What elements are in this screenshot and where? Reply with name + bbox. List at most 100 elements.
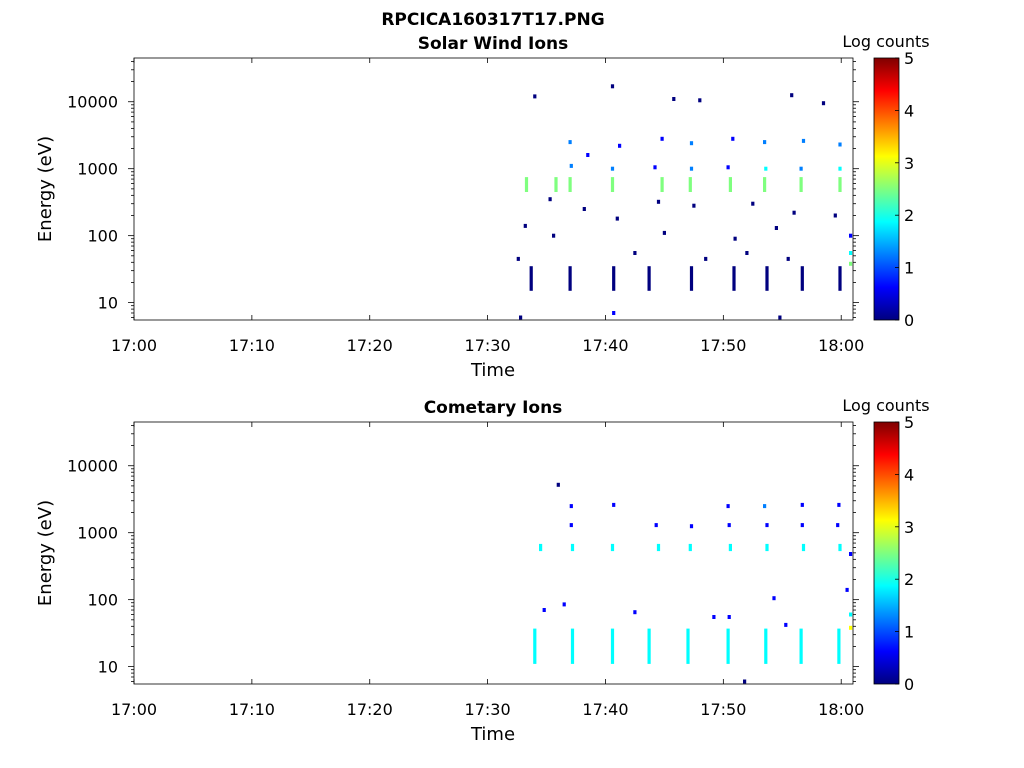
- data-pixel: [845, 587, 849, 592]
- data-pixel: [838, 166, 842, 171]
- x-tick-label: 18:00: [818, 336, 864, 355]
- y-tick-label: 1000: [77, 524, 118, 543]
- y-tick-label: 10000: [67, 457, 118, 476]
- data-pixel: [586, 153, 590, 157]
- cometary-colorbar: 0 1 2 3 4 5: [873, 413, 914, 694]
- colorbar-tick-label: 4: [904, 101, 914, 120]
- x-tick-label: 17:50: [700, 336, 746, 355]
- data-pixel: [615, 216, 619, 221]
- data-pixel: [704, 256, 708, 261]
- data-pixel: [849, 625, 853, 630]
- band-1-pixel-6: [765, 266, 769, 291]
- data-pixel: [801, 138, 806, 143]
- data-pixel: [849, 612, 853, 617]
- data-pixel: [726, 165, 730, 170]
- data-pixel: [656, 199, 661, 204]
- band-1-pixel-5: [732, 266, 736, 291]
- data-pixel: [689, 166, 694, 171]
- colorbar-tick-label: 5: [904, 49, 914, 68]
- band-0-pixel-1: [554, 177, 558, 192]
- band-1-pixel-7: [799, 628, 803, 664]
- band-0-pixel-4: [688, 543, 692, 552]
- x-tick-label: 17:10: [229, 700, 275, 719]
- data-pixel: [772, 596, 776, 601]
- data-pixel: [731, 136, 735, 141]
- band-1-pixel-2: [612, 266, 616, 291]
- colorbar-tick-label: 4: [904, 465, 914, 484]
- cometary-x-label: Time: [470, 724, 515, 745]
- band-0-pixel-2: [610, 543, 615, 552]
- band-0-pixel-0: [524, 177, 529, 192]
- band-0-pixel-3: [610, 177, 615, 192]
- solar-wind-colorbar-title: Log counts: [842, 32, 929, 51]
- band-1-pixel-3: [647, 266, 651, 291]
- solar-wind-y-label: Energy (eV): [35, 136, 56, 242]
- colorbar-tick-label: 1: [904, 623, 914, 642]
- data-pixel: [633, 251, 637, 255]
- band-1-pixel-6: [764, 628, 768, 664]
- data-pixel: [727, 523, 731, 528]
- x-tick-label: 17:00: [111, 700, 157, 719]
- band-1-pixel-0: [533, 628, 537, 664]
- data-pixel: [837, 502, 841, 507]
- colorbar-tick-label: 5: [904, 413, 914, 432]
- x-tick-label: 17:20: [347, 700, 393, 719]
- data-pixel: [727, 615, 731, 619]
- y-tick-label: 100: [87, 591, 118, 610]
- data-pixel: [653, 165, 657, 170]
- x-tick-label: 17:20: [347, 336, 393, 355]
- data-pixel: [821, 101, 826, 106]
- colorbar-tick-label: 1: [904, 259, 914, 278]
- data-pixel: [660, 136, 664, 141]
- colorbar-tick-label: 0: [904, 675, 914, 694]
- band-1-pixel-1: [568, 266, 572, 291]
- solar-wind-panel: Solar Wind Ions 17:00 17:10 17:20 17:30 17:4…: [35, 32, 930, 381]
- axes-frame: [133, 57, 854, 321]
- band-1-pixel-1: [570, 628, 575, 664]
- data-pixel: [562, 602, 566, 607]
- data-pixel: [519, 315, 523, 320]
- data-pixel: [523, 223, 527, 228]
- data-pixel: [765, 523, 769, 528]
- band-1-pixel-8: [837, 628, 841, 664]
- data-pixel: [800, 502, 804, 507]
- band-1-pixel-0: [529, 266, 533, 291]
- band-0-pixel-3: [656, 543, 661, 552]
- band-1-pixel-4: [689, 266, 694, 291]
- data-pixel: [612, 502, 616, 507]
- band-0-pixel-6: [765, 543, 769, 552]
- data-pixel: [689, 141, 694, 146]
- colorbar-gradient: [873, 57, 900, 321]
- solar-wind-colorbar: 0 1 2 3 4 5: [873, 49, 914, 330]
- data-pixel: [662, 230, 666, 235]
- y-tick-label: 10: [98, 658, 118, 677]
- data-pixel: [568, 140, 572, 145]
- x-tick-label: 17:10: [229, 336, 275, 355]
- data-pixel: [542, 608, 546, 612]
- solar-wind-title: Solar Wind Ions: [418, 34, 569, 54]
- colorbar-tick-label: 2: [904, 570, 914, 589]
- y-tick-label: 10: [98, 294, 118, 313]
- x-tick-label: 18:00: [818, 700, 864, 719]
- data-pixel: [618, 143, 622, 148]
- data-pixel: [552, 233, 556, 238]
- data-pixel: [610, 84, 615, 89]
- band-0-pixel-9: [838, 177, 842, 192]
- band-1-pixel-8: [838, 266, 842, 291]
- data-pixel: [692, 203, 696, 208]
- data-pixel: [763, 504, 767, 509]
- data-pixel: [849, 233, 853, 238]
- data-pixel: [790, 93, 794, 98]
- data-pixel: [751, 201, 755, 206]
- band-1-pixel-7: [800, 266, 804, 291]
- colorbar-tick-label: 3: [904, 154, 914, 173]
- data-pixel: [792, 210, 796, 215]
- band-0-pixel-5: [728, 543, 732, 552]
- colorbar-tick-label: 3: [904, 518, 914, 537]
- data-pixel: [672, 97, 676, 101]
- axes-frame: [133, 421, 854, 685]
- data-pixel: [778, 315, 782, 320]
- data-pixel: [849, 261, 853, 266]
- data-pixel: [763, 140, 767, 145]
